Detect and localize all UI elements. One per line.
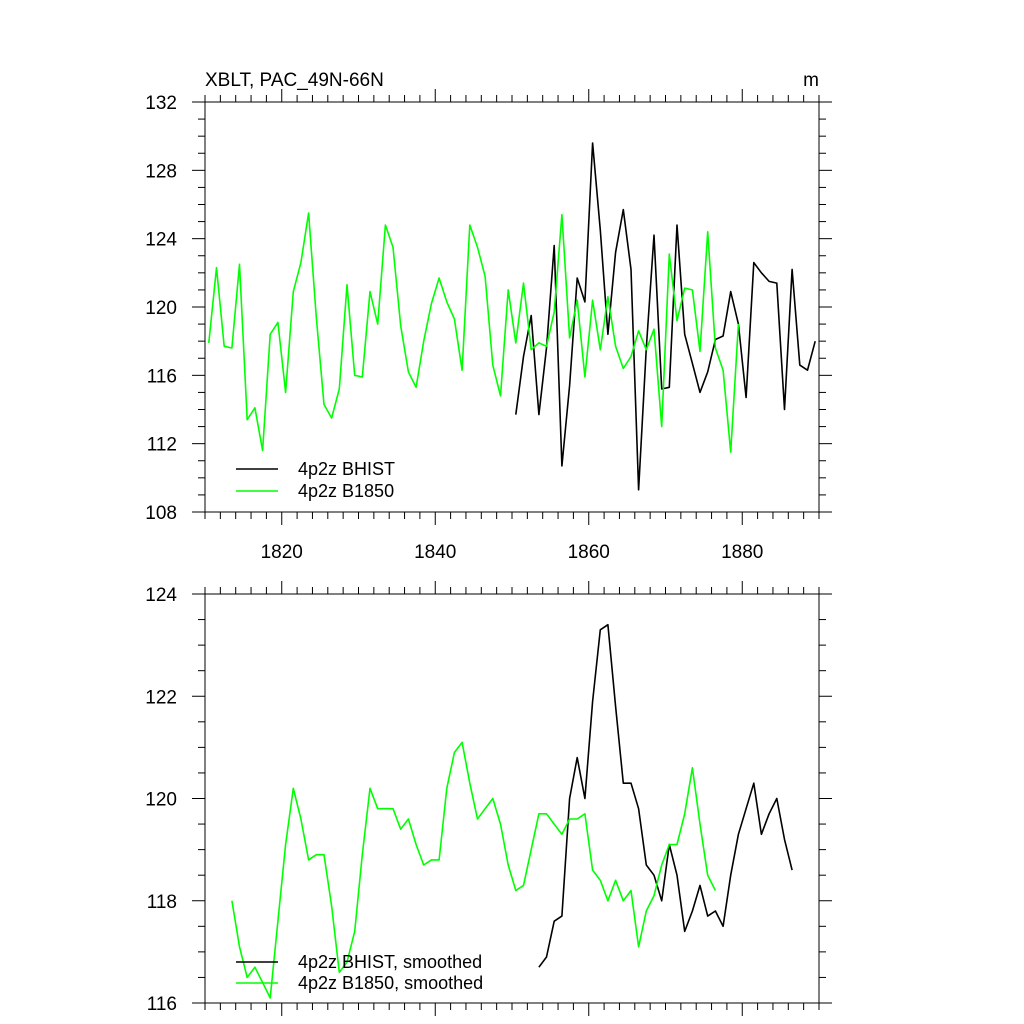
- y-tick-label: 108: [145, 503, 177, 524]
- series-line-0: [538, 623, 793, 968]
- legend-label-0: 4p2z BHIST, smoothed: [298, 952, 482, 972]
- bottom-panel: 116 118 120 122 124 4p2z BHIST, smoothed4p2z …: [145, 581, 832, 1016]
- x-tick-label: 1840: [414, 542, 456, 563]
- legend-label-1: 4p2z B1850: [298, 481, 394, 501]
- series-line-0: [515, 142, 816, 491]
- plot-frame: [204, 101, 820, 513]
- y-tick-label: 124: [145, 585, 177, 606]
- y-tick-label: 116: [147, 994, 177, 1015]
- y-tick-label: 122: [145, 687, 177, 708]
- y-tick-label: 112: [147, 435, 177, 456]
- y-tick-label: 120: [145, 790, 177, 811]
- legend-label-1: 4p2z B1850, smoothed: [298, 973, 483, 993]
- x-tick-label: 1880: [721, 542, 763, 563]
- y-tick-label: 132: [145, 93, 177, 114]
- units-label: m: [803, 70, 819, 91]
- chart-title: XBLT, PAC_49N-66N: [205, 70, 384, 91]
- series-line-1: [208, 212, 740, 454]
- y-tick-label: 120: [145, 298, 177, 319]
- plot-frame: [204, 593, 820, 1004]
- y-tick-label: 118: [147, 892, 177, 913]
- x-tick-label: 1860: [568, 542, 610, 563]
- top-panel: 1820 1840 1860 1880 108 112 116 120 124 128 132 XBL…: [145, 70, 832, 563]
- y-tick-label: 128: [145, 161, 177, 182]
- series-line-1: [231, 741, 717, 999]
- y-tick-label: 116: [147, 366, 177, 387]
- x-tick-label: 1820: [261, 542, 303, 563]
- legend-label-0: 4p2z BHIST: [298, 459, 395, 479]
- y-tick-label: 124: [145, 230, 177, 251]
